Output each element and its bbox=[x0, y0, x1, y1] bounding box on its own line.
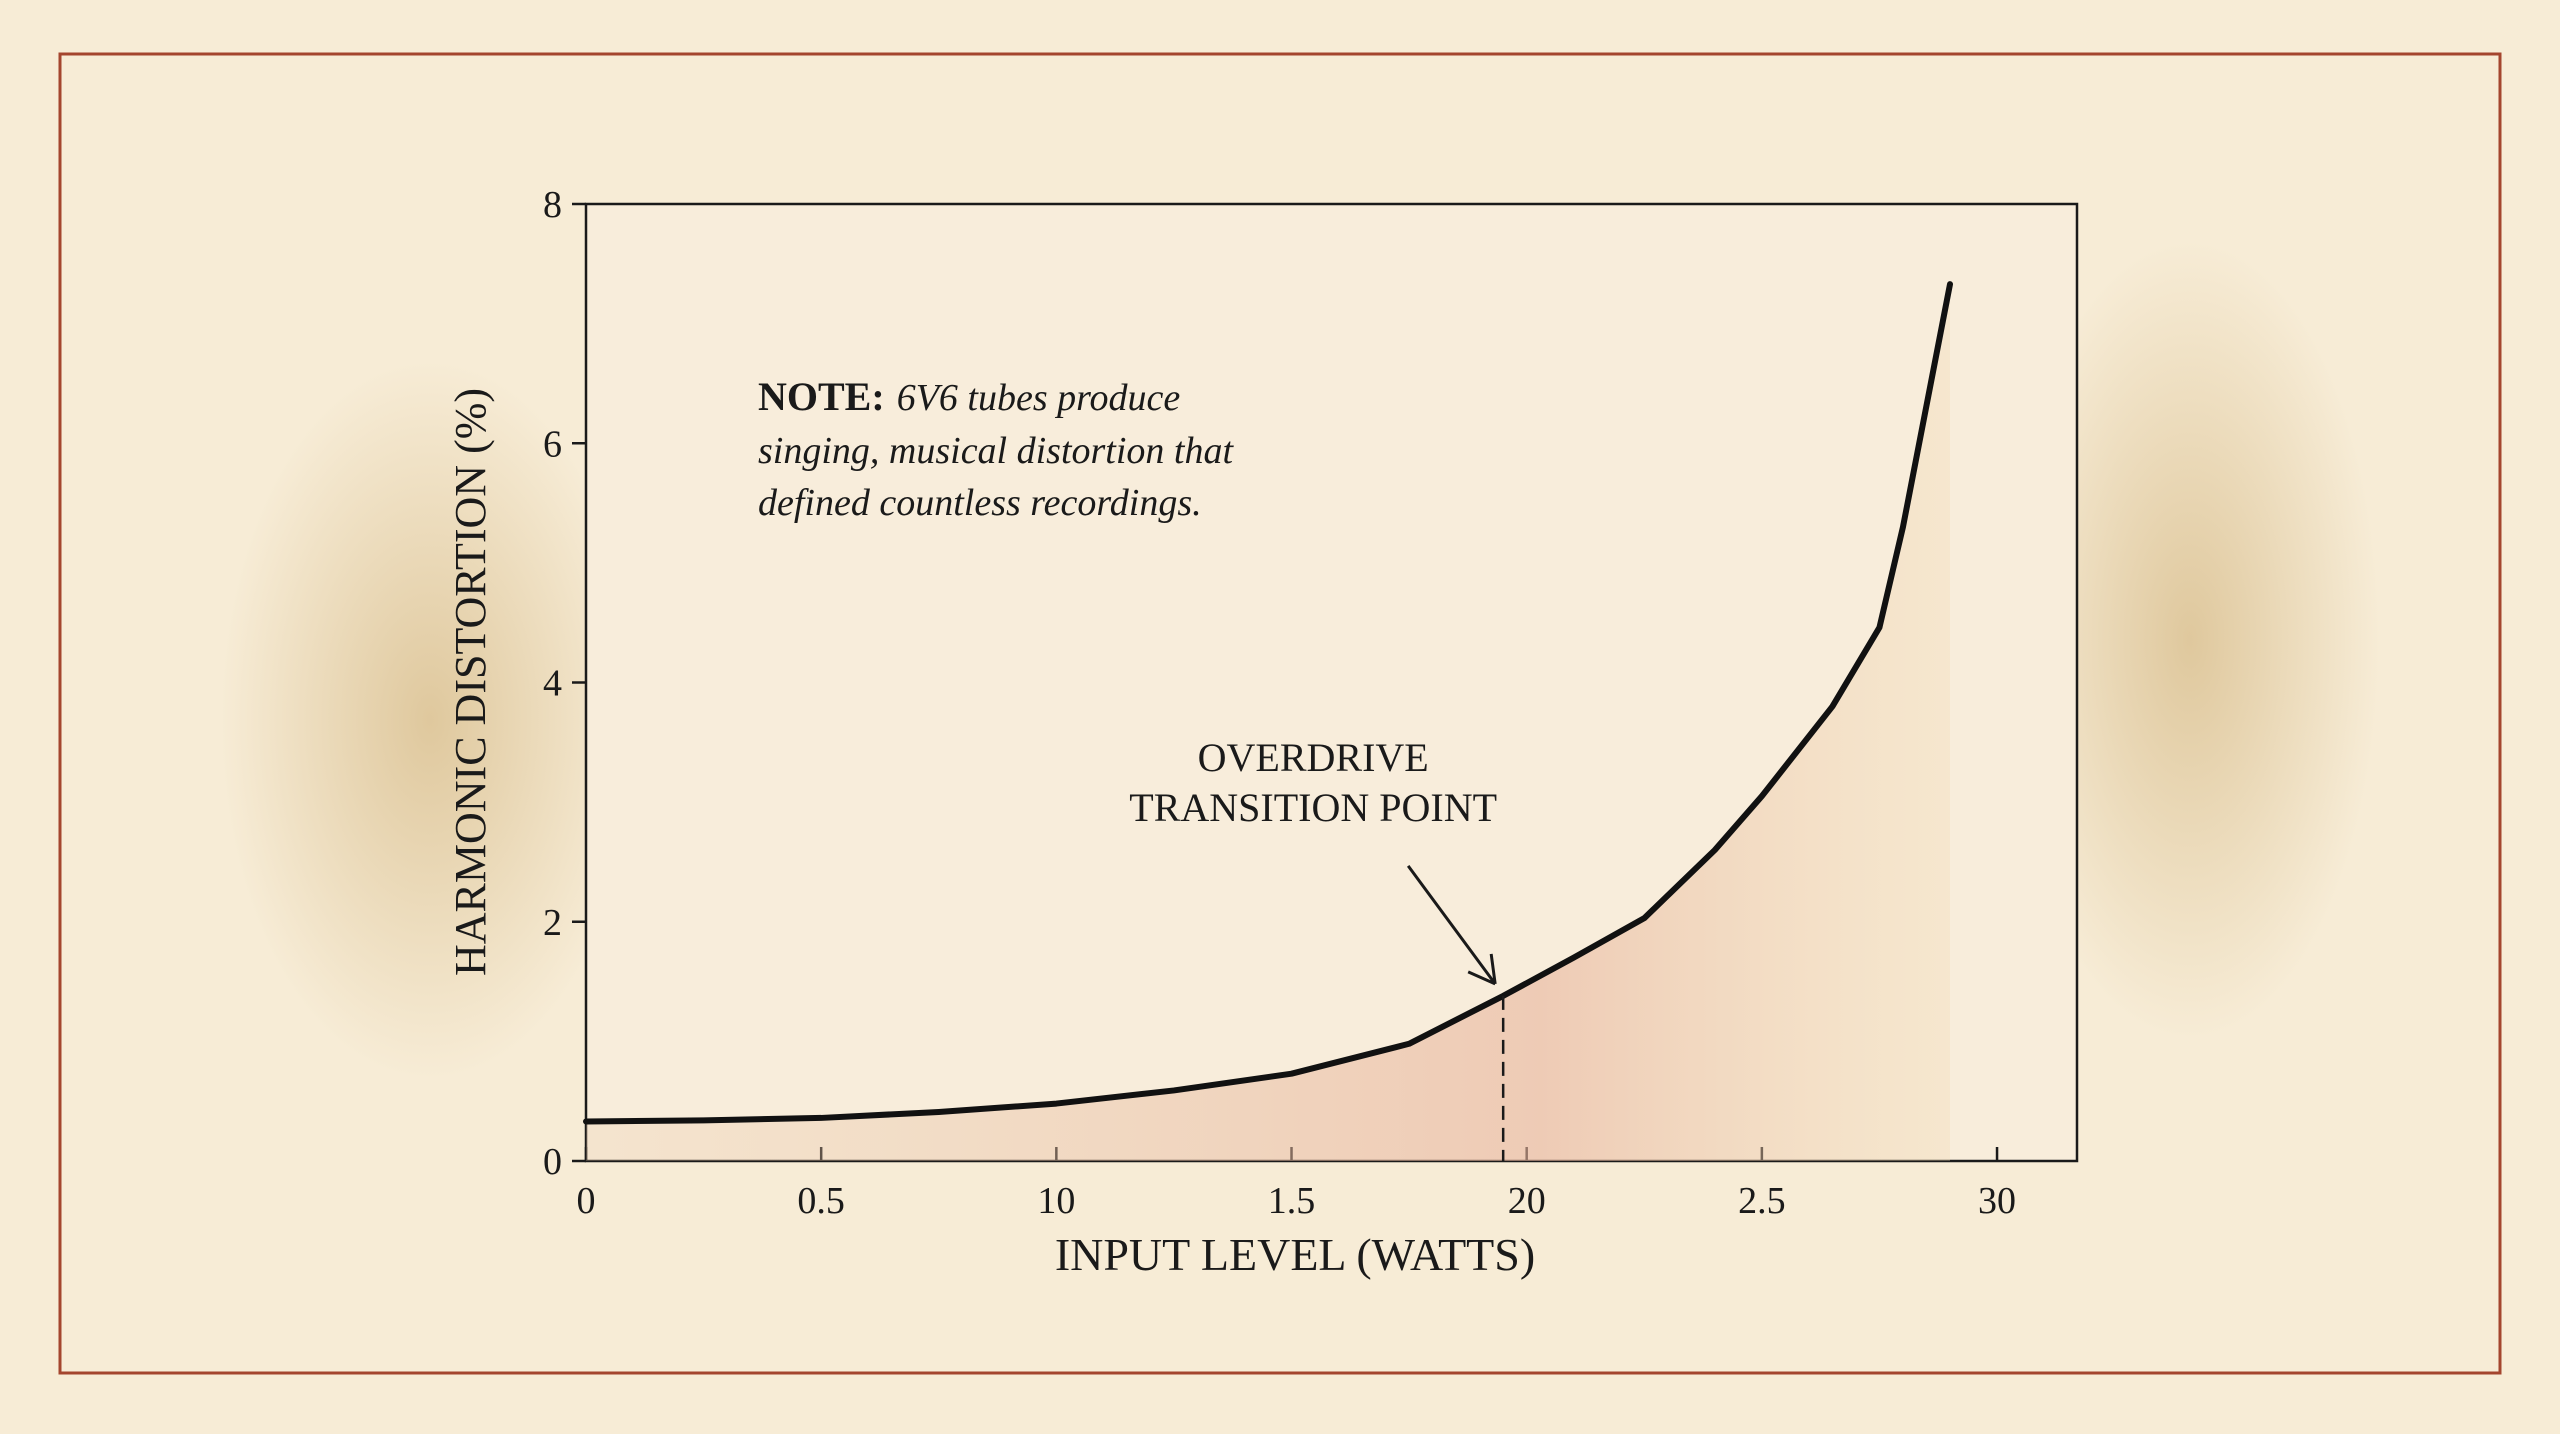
annotation-text: OVERDRIVE bbox=[1198, 735, 1429, 780]
paint-wash bbox=[220, 360, 640, 1080]
line bbox=[583, 281, 1954, 1125]
area-shade bbox=[586, 284, 1951, 1161]
y-tick-label: 2 bbox=[543, 902, 562, 944]
y-tick-label: 4 bbox=[543, 663, 562, 705]
note: NOTE: 6V6 tubes produce bbox=[758, 374, 1180, 419]
x-tick-label: 30 bbox=[1978, 1180, 2016, 1222]
y-axis-title: HARMONIC DISTORTION (%) bbox=[446, 388, 495, 976]
x-tick-label: 0 bbox=[577, 1180, 596, 1222]
note-line: defined countless recordings. bbox=[758, 482, 1202, 524]
x-tick-label: 0.5 bbox=[797, 1180, 845, 1222]
note-line: singing, musical distortion that bbox=[758, 430, 1234, 472]
x-axis-title: INPUT LEVEL (WATTS) bbox=[1055, 1229, 1535, 1280]
frame-border bbox=[58, 52, 2502, 1375]
annotation-arrow bbox=[1406, 865, 1497, 986]
x-tick-label: 2.5 bbox=[1738, 1180, 1786, 1222]
paint-wash bbox=[2000, 240, 2380, 1040]
x-tick-label: 10 bbox=[1037, 1180, 1075, 1222]
annotation-text: TRANSITION POINT bbox=[1129, 785, 1497, 830]
y-tick-label: 6 bbox=[543, 423, 562, 465]
note-line: 6V6 tubes produce bbox=[897, 377, 1181, 419]
x-tick-label: 20 bbox=[1508, 1180, 1546, 1222]
y-tick-label: 0 bbox=[543, 1141, 562, 1183]
y-tick-label: 8 bbox=[543, 184, 562, 226]
x-tick-label: 1.5 bbox=[1268, 1180, 1316, 1222]
note-label: NOTE: bbox=[758, 374, 885, 419]
